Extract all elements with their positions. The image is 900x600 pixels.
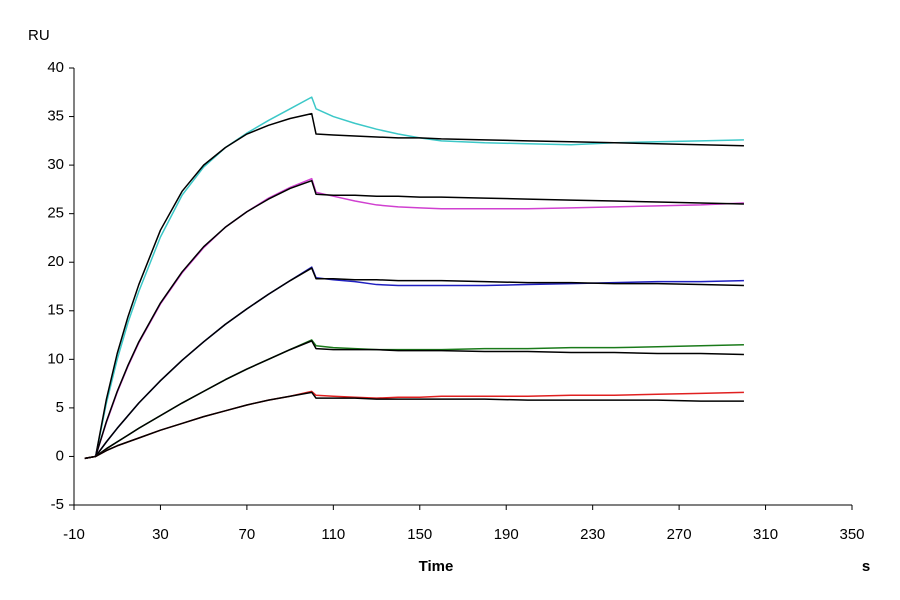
x-tick-label: 230 bbox=[580, 526, 605, 543]
series-line bbox=[84, 391, 744, 460]
series-line bbox=[84, 340, 744, 460]
x-tick-label: 150 bbox=[407, 526, 432, 543]
x-tick-label: 110 bbox=[321, 526, 345, 543]
y-axis-label: RU bbox=[28, 27, 50, 44]
y-tick-label: 35 bbox=[47, 108, 64, 125]
x-tick-label: 270 bbox=[667, 526, 692, 543]
y-tick-label: 15 bbox=[47, 302, 64, 319]
y-tick-label: 25 bbox=[47, 205, 64, 222]
series-line bbox=[84, 96, 744, 460]
y-tick-label: 0 bbox=[56, 447, 64, 464]
x-tick-label: 70 bbox=[239, 526, 256, 543]
x-tick-label: -10 bbox=[63, 526, 85, 543]
x-tick-label: 190 bbox=[494, 526, 519, 543]
y-tick-label: 10 bbox=[47, 350, 64, 367]
y-tick-label: 20 bbox=[47, 253, 64, 270]
x-axis-label: Time bbox=[419, 558, 454, 575]
x-tick-label: 350 bbox=[839, 526, 864, 543]
series-line bbox=[84, 177, 744, 460]
y-tick-label: 30 bbox=[47, 156, 64, 173]
y-tick-label: 40 bbox=[47, 59, 64, 76]
y-tick-label: -5 bbox=[51, 496, 64, 513]
x-tick-label: 30 bbox=[152, 526, 169, 543]
x-axis-unit: s bbox=[862, 558, 870, 575]
series-line bbox=[84, 112, 744, 460]
series-line bbox=[84, 266, 744, 460]
series-line bbox=[84, 179, 744, 460]
y-tick-label: 5 bbox=[56, 399, 64, 416]
series-line bbox=[84, 267, 744, 460]
x-tick-label: 310 bbox=[753, 526, 778, 543]
